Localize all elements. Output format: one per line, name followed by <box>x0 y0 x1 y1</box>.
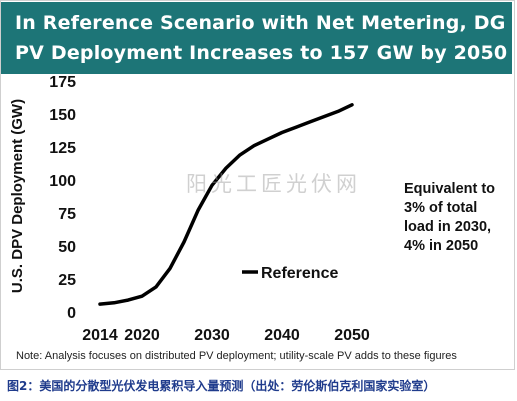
y-tick-label: 75 <box>58 206 76 223</box>
x-tick-label: 2040 <box>264 327 300 344</box>
y-tick-label: 25 <box>58 272 76 289</box>
x-tick-label: 2050 <box>334 327 370 344</box>
y-tick-label: 100 <box>49 173 76 190</box>
y-tick-label: 50 <box>58 239 76 256</box>
watermark: 阳光工匠光伏网 <box>186 172 361 196</box>
figure-caption: 图2：美国的分散型光伏发电累积导入量预测（出处：劳伦斯伯克利国家实验室） <box>7 379 436 393</box>
annotation-line: load in 2030, <box>404 219 492 235</box>
title-line-2: PV Deployment Increases to 157 GW by 205… <box>15 42 508 64</box>
chart-note: Note: Analysis focuses on distributed PV… <box>16 350 457 362</box>
axes: 0 25 50 75 100 125 150 175 2014 2020 2030 2040 2050 U… <box>9 74 370 344</box>
legend: Reference <box>242 265 338 282</box>
equivalence-annotation: Equivalent to 3% of total load in 2030, … <box>404 180 512 256</box>
legend-label: Reference <box>261 265 338 282</box>
series-layer <box>98 103 354 306</box>
y-tick-label: 0 <box>67 305 76 322</box>
line-chart: 0 25 50 75 100 125 150 175 2014 2020 2030 2040 2050 U… <box>9 74 370 344</box>
x-tick-label: 2020 <box>124 327 160 344</box>
y-tick-label: 175 <box>49 74 76 91</box>
y-tick-label: 125 <box>49 140 76 157</box>
annotation-line: 3% of total <box>404 200 478 216</box>
x-tick-label: 2014 <box>82 327 118 344</box>
annotation-line: 4% in 2050 <box>404 238 479 254</box>
y-tick-label: 150 <box>49 107 76 124</box>
chart-title-banner: In Reference Scenario with Net Metering,… <box>1 2 512 74</box>
y-axis-label: U.S. DPV Deployment (GW) <box>9 99 26 293</box>
title-line-1: In Reference Scenario with Net Metering,… <box>15 12 506 34</box>
series-line-reference <box>98 103 354 306</box>
annotation-line: Equivalent to <box>404 181 496 197</box>
x-tick-label: 2030 <box>194 327 230 344</box>
